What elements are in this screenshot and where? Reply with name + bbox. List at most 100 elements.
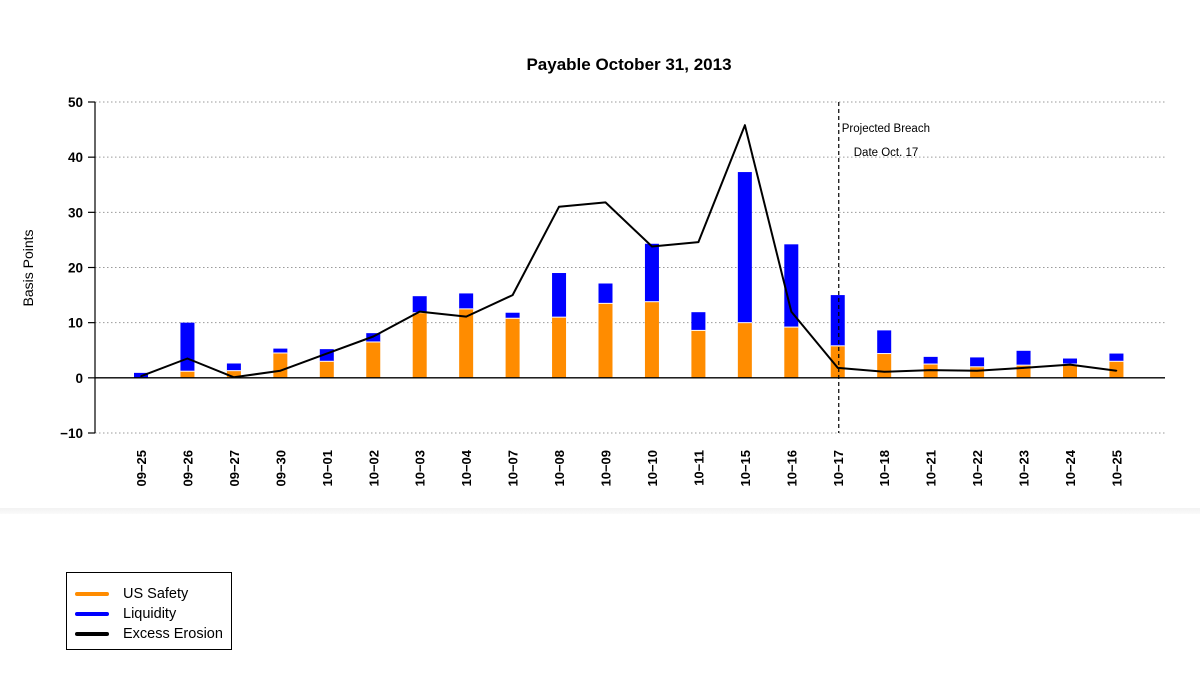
y-tick-label-40: 40 [68,150,83,165]
excess-erosion-point-10-15 [744,124,746,126]
bar-liquidity-10-09 [598,283,613,304]
bar-liquidity-10-11 [691,312,706,331]
x-tick-label-10-15: 10−15 [738,450,753,487]
y-tick-label--10: −10 [60,426,83,441]
bar-us-safety-10-10 [644,301,659,378]
bar-us-safety-09-27 [226,370,241,378]
bar-us-safety-10-09 [598,303,613,378]
bar-liquidity-10-04 [459,293,474,309]
bar-us-safety-10-03 [412,312,427,378]
breach-annotation: Projected Breach Date Oct. 17 [838,102,930,433]
x-tick-label-09-27: 09−27 [227,450,242,487]
y-tick-label-50: 50 [68,95,83,110]
excess-erosion-point-10-22 [976,369,978,372]
tick-labels: −10 0 10 20 30 40 50 09−25 09−26 09−27 09−30 10−01 1… [60,95,1124,487]
breach-annotation-line-2: Date Oct. 17 [854,147,919,159]
x-tick-label-09-26: 09−26 [180,450,195,487]
x-tick-label-10-09: 10−09 [599,450,614,487]
bar-liquidity-10-25 [1109,353,1124,362]
x-tick-label-09-25: 09−25 [134,450,149,487]
bar-us-safety-10-07 [505,318,520,378]
legend-label-excess-erosion: Excess Erosion [123,626,223,642]
bar-us-safety-10-17 [830,345,845,378]
bar-liquidity-10-15 [737,172,752,323]
bar-liquidity-10-17 [830,295,845,346]
excess-erosion-point-09-25 [140,375,142,377]
x-tick-label-10-03: 10−03 [413,450,428,487]
bar-us-safety-10-18 [877,353,892,378]
bar-liquidity-10-08 [552,273,567,318]
x-tick-label-09-30: 09−30 [273,450,288,487]
excess-erosion-point-10-11 [697,241,700,243]
excess-erosion-point-09-26 [186,357,189,360]
excess-erosion-point-10-10 [651,245,653,248]
bar-us-safety-10-01 [319,361,334,378]
x-tick-label-10-04: 10−04 [459,449,474,486]
divider-band [0,508,1200,514]
x-tick-label-10-10: 10−10 [645,450,660,487]
legend-swatch-excess-erosion [75,632,109,636]
excess-erosion-point-10-08 [558,206,560,208]
x-tick-label-10-23: 10−23 [1017,450,1032,487]
bar-us-safety-10-04 [459,308,474,378]
bar-us-safety-10-15 [737,322,752,378]
bar-us-safety-10-16 [784,327,799,378]
legend-item-us-safety: US Safety [67,584,231,604]
y-tick-label-20: 20 [68,261,83,276]
legend-swatch-us-safety [75,592,109,596]
excess-erosion-point-10-02 [372,335,375,338]
bar-liquidity-09-30 [273,348,288,354]
excess-erosion-point-09-27 [233,376,235,379]
bar-us-safety-10-22 [970,366,985,378]
chart: Payable October 31, 2013 Basis Points Pr… [20,55,1165,487]
excess-erosion-point-10-04 [465,315,467,318]
bars [134,172,1124,378]
axes [88,101,1165,434]
legend-swatch-liquidity [75,612,109,616]
grid-lines [95,101,1165,434]
excess-erosion-point-09-30 [279,369,282,372]
y-axis-label: Basis Points [20,229,36,306]
bar-us-safety-10-02 [366,341,381,378]
excess-erosion-point-10-24 [1069,363,1071,366]
excess-erosion-point-10-25 [1115,369,1118,372]
bar-us-safety-09-26 [180,371,195,378]
breach-annotation-line-1: Projected Breach [842,123,930,135]
excess-erosion-line [140,124,1117,379]
bar-liquidity-10-18 [877,330,892,354]
legend-label-liquidity: Liquidity [123,606,177,622]
x-tick-label-10-18: 10−18 [877,450,892,487]
bar-us-safety-09-30 [273,353,288,378]
excess-erosion-point-10-23 [1022,367,1025,369]
x-tick-label-10-17: 10−17 [831,450,846,487]
legend-label-us-safety: US Safety [123,586,189,602]
bar-liquidity-09-27 [226,363,241,371]
x-tick-label-10-22: 10−22 [970,450,985,487]
excess-erosion-point-10-07 [511,294,514,296]
bar-liquidity-09-26 [180,322,195,372]
x-tick-label-10-21: 10−21 [924,450,939,487]
y-tick-label-0: 0 [75,371,83,386]
legend: US Safety Liquidity Excess Erosion [66,572,232,650]
bar-liquidity-10-21 [923,356,938,365]
y-tick-label-10: 10 [68,316,83,331]
legend-item-liquidity: Liquidity [67,604,231,624]
x-tick-label-10-07: 10−07 [506,450,521,487]
x-tick-label-10-25: 10−25 [1109,450,1124,487]
bar-liquidity-10-07 [505,312,520,319]
excess-erosion-point-10-21 [929,369,932,371]
excess-erosion-point-10-09 [604,201,607,204]
x-tick-label-10-02: 10−02 [366,450,381,487]
excess-erosion-line-group [140,124,1118,379]
bar-us-safety-10-08 [552,317,567,378]
bar-liquidity-10-24 [1063,358,1077,365]
chart-title: Payable October 31, 2013 [526,55,731,74]
x-tick-label-10-11: 10−11 [691,450,706,486]
x-tick-label-10-08: 10−08 [552,450,567,487]
bar-us-safety-10-24 [1063,364,1077,378]
excess-erosion-point-10-16 [790,310,793,313]
x-tick-label-10-16: 10−16 [784,450,799,487]
excess-erosion-point-10-18 [883,370,885,373]
bar-liquidity-10-10 [644,243,659,302]
bar-us-safety-10-25 [1109,361,1124,378]
